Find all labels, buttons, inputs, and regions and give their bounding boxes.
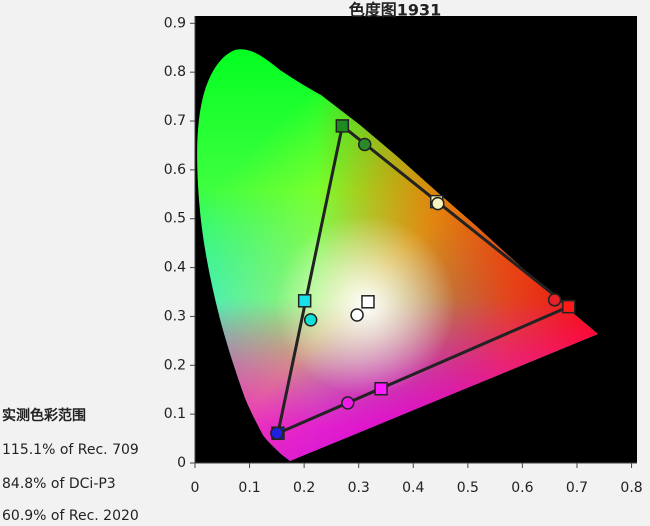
y-tick-label: 0: [177, 455, 186, 471]
circle-point: [357, 137, 372, 152]
square-point: [374, 381, 388, 396]
x-tick-label: 0.4: [402, 480, 424, 496]
summary-line: 60.9% of Rec. 2020: [2, 508, 139, 524]
gamut-triangle: [275, 123, 572, 436]
summary-line: 84.8% of DCi-P3: [2, 476, 116, 492]
x-tick-label: 0.1: [238, 480, 260, 496]
y-tick-label: 0.9: [164, 15, 186, 31]
circle-point: [270, 426, 284, 440]
circle-point: [341, 396, 355, 410]
y-tick-label: 0.5: [164, 211, 186, 227]
y-tick-label: 0.1: [164, 406, 186, 422]
y-tick-label: 0.7: [164, 113, 186, 129]
x-tick-label: 0.8: [620, 480, 642, 496]
circle-point: [303, 313, 318, 327]
circle-point: [431, 196, 445, 211]
x-tick-label: 0: [191, 480, 200, 496]
square-point: [335, 119, 350, 133]
summary-line: 115.1% of Rec. 709: [2, 442, 139, 458]
square-point: [562, 299, 576, 314]
square-point: [361, 295, 375, 309]
circle-point: [350, 308, 364, 322]
circle-point: [547, 293, 562, 307]
summary-heading: 实测色彩范围: [2, 407, 86, 424]
chart-title: 色度图1931: [349, 1, 442, 20]
y-tick-label: 0.6: [164, 162, 186, 178]
x-tick-label: 0.6: [511, 480, 533, 496]
x-tick-label: 0.2: [293, 480, 315, 496]
x-tick-label: 0.5: [457, 480, 479, 496]
y-tick-label: 0.8: [164, 64, 186, 80]
x-tick-label: 0.3: [348, 480, 370, 496]
square-point: [297, 294, 312, 308]
y-tick-label: 0.2: [164, 357, 186, 373]
y-tick-label: 0.4: [164, 260, 186, 276]
y-tick-label: 0.3: [164, 308, 186, 324]
x-tick-label: 0.7: [566, 480, 588, 496]
